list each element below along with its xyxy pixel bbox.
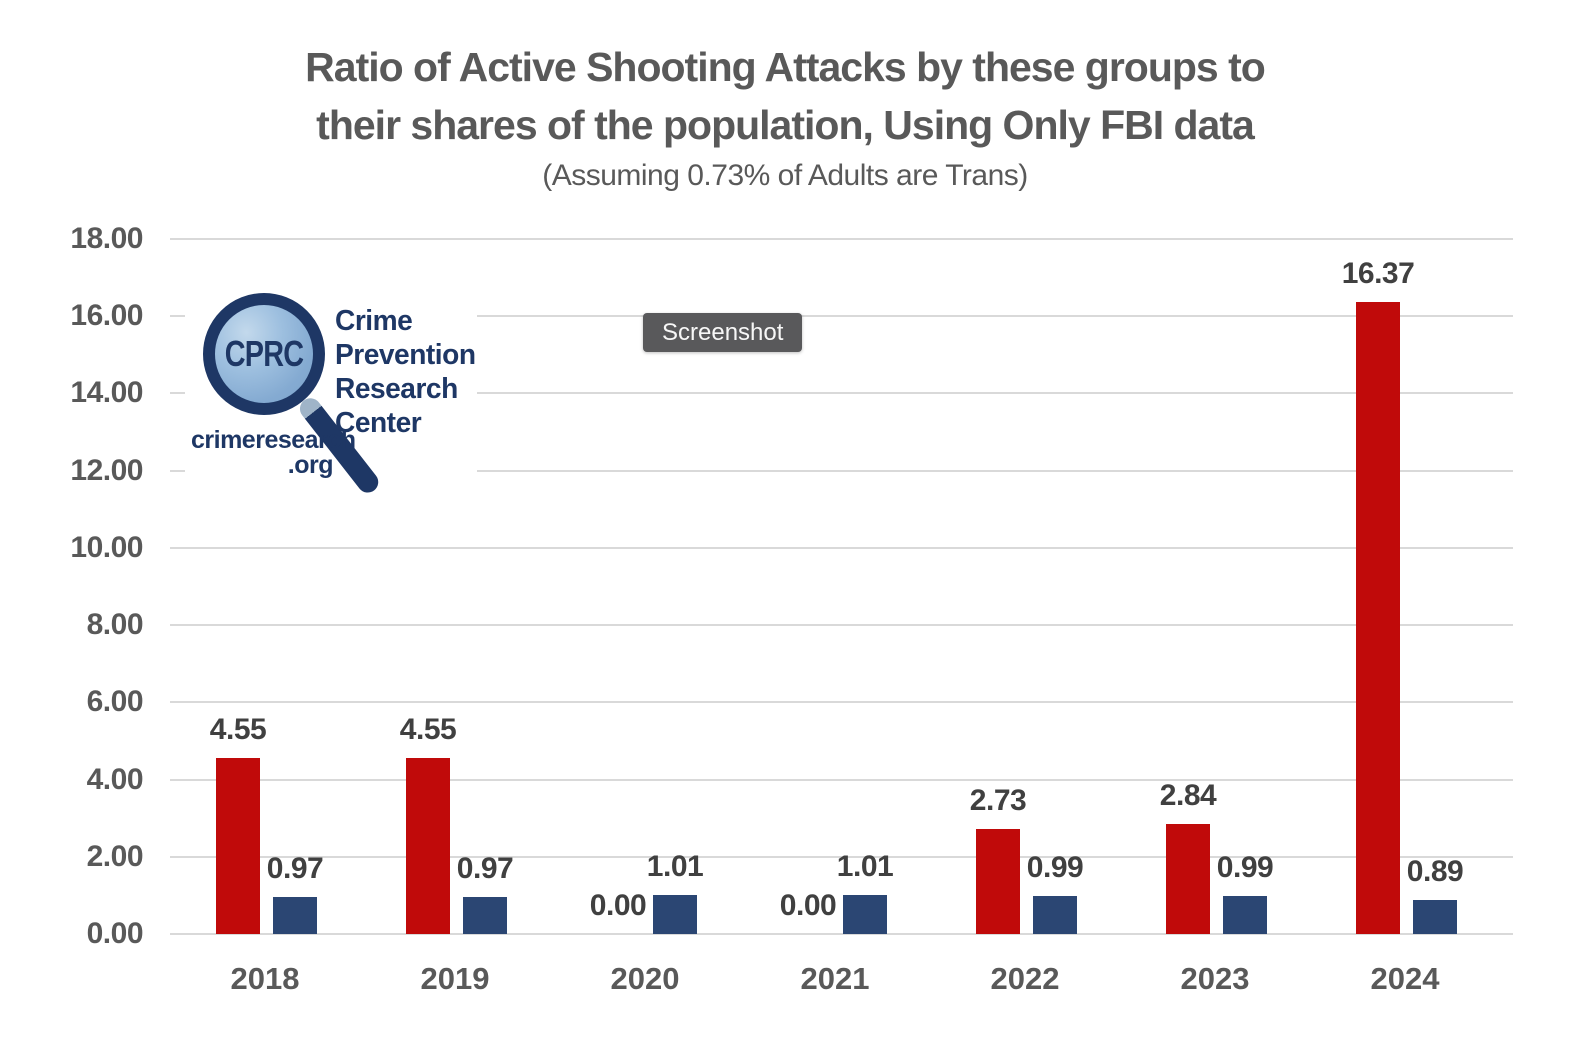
y-axis-tick-label: 6.00 [86, 685, 144, 719]
bar-blue [653, 895, 697, 934]
bar-blue [273, 896, 317, 934]
bar-blue [463, 896, 507, 934]
y-axis-tick-label: 14.00 [70, 376, 143, 410]
gridline [170, 546, 1513, 549]
bar-value-label: 1.01 [646, 850, 704, 883]
x-axis-category-label: 2021 [800, 961, 870, 996]
bar-blue [1413, 899, 1457, 934]
gridline [170, 701, 1513, 704]
bar-red [976, 828, 1020, 934]
gridline [170, 624, 1513, 627]
x-axis-category-label: 2024 [1370, 961, 1440, 996]
gridline [170, 392, 1513, 395]
page-subtitle: (Assuming 0.73% of Adults are Trans) [542, 159, 1028, 192]
bar-value-label: 4.55 [209, 713, 267, 747]
page-title-line2: their shares of the population, Using On… [316, 102, 1255, 148]
y-axis-tick-label: 12.00 [70, 453, 143, 487]
x-axis-category-label: 2020 [610, 961, 680, 996]
gridline [170, 933, 1513, 935]
logo-org-line: Crime [335, 305, 413, 337]
gridline [170, 855, 1513, 858]
bar-value-label: 2.73 [969, 783, 1027, 817]
y-axis-tick-label: 16.00 [70, 299, 143, 333]
bar-blue [843, 895, 887, 934]
bar-value-label: 0.99 [1216, 850, 1274, 884]
y-axis-tick-label: 10.00 [70, 530, 143, 564]
logo-org-name: Crime Prevention Research Center [335, 304, 476, 440]
gridline [170, 778, 1513, 781]
bar-value-label: 1.01 [836, 850, 894, 883]
bar-value-label: 0.89 [1406, 854, 1464, 888]
logo-org-line: Research [335, 373, 458, 405]
logo-acronym: CPRC [224, 333, 304, 374]
y-axis-tick-label: 4.00 [86, 762, 144, 796]
chart-header: Ratio of Active Shooting Attacks by thes… [0, 38, 1570, 198]
bar-value-label: 0.00 [589, 889, 647, 922]
bar-value-label: 4.55 [399, 713, 457, 747]
gridline [170, 315, 1513, 318]
bar-red [1166, 824, 1210, 934]
bar-value-label: 2.84 [1159, 779, 1217, 813]
screenshot-badge: Screenshot [643, 313, 803, 352]
logo-org-line: Prevention [335, 339, 476, 371]
x-axis-category-label: 2022 [990, 961, 1060, 996]
logo-site-url: crimeresearch .org [191, 426, 356, 479]
bar-value-label: 0.97 [266, 851, 324, 885]
bar-value-label: 16.37 [1341, 256, 1415, 290]
gridline [170, 238, 1513, 240]
bar-blue [1033, 895, 1077, 934]
bar-value-label: 0.00 [779, 889, 837, 922]
bar-blue [1223, 895, 1267, 934]
page-title-line1: Ratio of Active Shooting Attacks by thes… [305, 44, 1266, 90]
bar-value-label: 0.99 [1026, 850, 1084, 884]
logo-site-line: .org [287, 451, 334, 479]
bar-red [406, 758, 450, 934]
y-axis-tick-label: 18.00 [70, 222, 143, 255]
bar-red [1356, 301, 1400, 934]
y-axis-tick-label: 2.00 [86, 839, 144, 873]
logo-org-line: Center [335, 407, 422, 439]
x-axis-category-label: 2023 [1180, 961, 1250, 996]
gridline [170, 469, 1513, 472]
x-axis-category-label: 2018 [230, 961, 300, 996]
x-axis-category-label: 2019 [420, 961, 490, 996]
bar-red [216, 758, 260, 934]
y-axis-tick-label: 0.00 [86, 917, 144, 950]
logo-site-line: crimeresearch [191, 426, 356, 454]
cprc-logo: CPRC Crime Prevention Research Center cr… [185, 280, 477, 497]
y-axis-tick-label: 8.00 [86, 608, 144, 642]
bar-value-label: 0.97 [456, 851, 514, 885]
